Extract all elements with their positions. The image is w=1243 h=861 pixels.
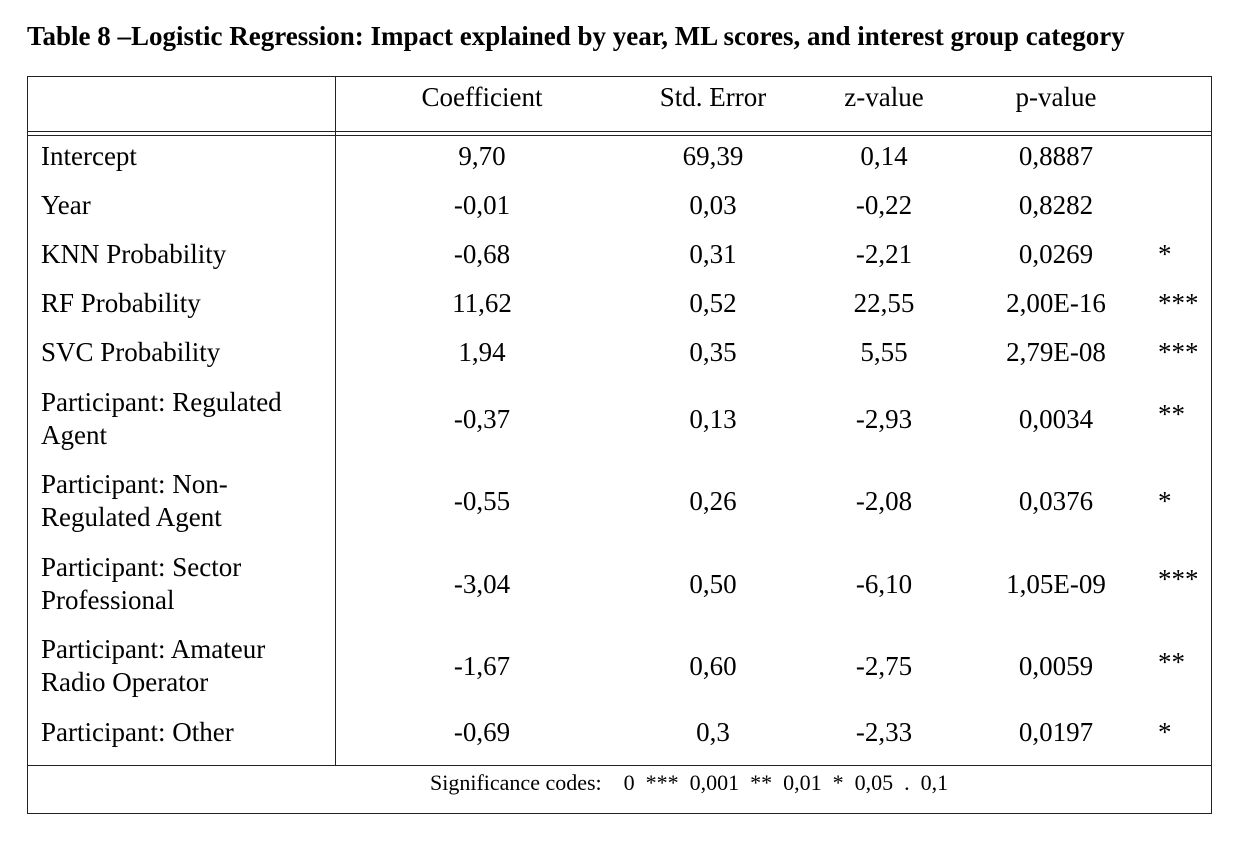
- z-value-cell: -2,75: [855, 651, 913, 681]
- std-error-cell: 0,52: [689, 288, 737, 318]
- z-value-cell: -2,33: [855, 717, 913, 747]
- column-divider: [335, 76, 336, 765]
- p-value-cell: 2,79E-08: [1006, 337, 1106, 367]
- significance-mark: **: [1158, 399, 1185, 429]
- significance-mark: *: [1158, 239, 1172, 269]
- significance-mark: ***: [1158, 288, 1199, 318]
- p-value-cell: 1,05E-09: [1006, 569, 1106, 599]
- p-value-cell: 0,8282: [1018, 190, 1094, 220]
- std-error-cell: 0,3: [696, 717, 730, 747]
- coefficient-cell: 9,70: [458, 141, 506, 171]
- std-error-cell: 0,26: [689, 486, 737, 516]
- header-std-error: Std. Error: [659, 82, 767, 112]
- header-rule-top: [27, 131, 1212, 132]
- p-value-cell: 2,00E-16: [1006, 288, 1106, 318]
- std-error-cell: 0,50: [689, 569, 737, 599]
- std-error-cell: 0,13: [689, 404, 737, 434]
- significance-codes-footnote: Significance codes: 0 *** 0,001 ** 0,01 …: [430, 770, 949, 795]
- significance-mark: **: [1158, 647, 1185, 677]
- z-value-cell: 5,55: [860, 337, 908, 367]
- footer-rule: [27, 765, 1212, 766]
- z-value-cell: -2,21: [855, 239, 913, 269]
- significance-mark: ***: [1158, 564, 1199, 594]
- std-error-cell: 0,31: [689, 239, 737, 269]
- row-label: Participant: Regulated Agent: [41, 387, 282, 450]
- row-label: Intercept: [41, 141, 137, 171]
- p-value-cell: 0,0197: [1018, 717, 1094, 747]
- row-label: Participant: Non-Regulated Agent: [41, 469, 228, 532]
- z-value-cell: 0,14: [860, 141, 908, 171]
- z-value-cell: 22,55: [853, 288, 915, 318]
- significance-mark: ***: [1158, 337, 1199, 367]
- row-label: RF Probability: [41, 288, 201, 318]
- p-value-cell: 0,0269: [1018, 239, 1094, 269]
- significance-mark: *: [1158, 717, 1172, 747]
- p-value-cell: 0,8887: [1018, 141, 1094, 171]
- z-value-cell: -6,10: [855, 569, 913, 599]
- coefficient-cell: 11,62: [452, 288, 512, 318]
- row-label: Year: [41, 190, 91, 220]
- coefficient-cell: -0,37: [453, 404, 511, 434]
- z-value-cell: -2,08: [855, 486, 913, 516]
- p-value-cell: 0,0059: [1018, 651, 1094, 681]
- z-value-cell: -2,93: [855, 404, 913, 434]
- row-label: Participant: Other: [41, 717, 234, 747]
- p-value-cell: 0,0034: [1018, 404, 1094, 434]
- std-error-cell: 69,39: [682, 141, 744, 171]
- z-value-cell: -0,22: [855, 190, 913, 220]
- coefficient-cell: -3,04: [453, 569, 511, 599]
- std-error-cell: 0,60: [689, 651, 737, 681]
- row-label: Participant: Sector Professional: [41, 552, 242, 615]
- table-frame: [27, 76, 1212, 814]
- significance-mark: *: [1158, 486, 1172, 516]
- row-label: Participant: Amateur Radio Operator: [41, 634, 266, 697]
- coefficient-cell: -0,69: [453, 717, 511, 747]
- p-value-cell: 0,0376: [1018, 486, 1094, 516]
- std-error-cell: 0,35: [689, 337, 737, 367]
- coefficient-cell: -1,67: [453, 651, 511, 681]
- header-rule-bottom: [27, 135, 1212, 136]
- table-title: Table 8 –Logistic Regression: Impact exp…: [27, 21, 1125, 51]
- header-z-value: z-value: [844, 82, 924, 112]
- header-p-value: p-value: [1015, 82, 1097, 112]
- coefficient-cell: -0,68: [453, 239, 511, 269]
- coefficient-cell: 1,94: [458, 337, 506, 367]
- coefficient-cell: -0,01: [453, 190, 511, 220]
- header-coefficient: Coefficient: [421, 82, 543, 112]
- coefficient-cell: -0,55: [453, 486, 511, 516]
- row-label: SVC Probability: [41, 337, 221, 367]
- row-label: KNN Probability: [41, 239, 227, 269]
- std-error-cell: 0,03: [689, 190, 737, 220]
